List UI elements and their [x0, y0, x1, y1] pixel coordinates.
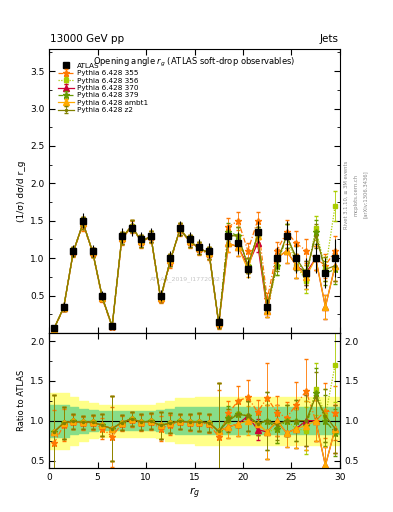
- Text: ATLAS_2019_I1772062: ATLAS_2019_I1772062: [151, 276, 221, 282]
- Text: [arXiv:1306.3436]: [arXiv:1306.3436]: [362, 170, 367, 219]
- Text: Opening angle $r_g$ (ATLAS soft-drop observables): Opening angle $r_g$ (ATLAS soft-drop obs…: [94, 56, 296, 69]
- Y-axis label: Ratio to ATLAS: Ratio to ATLAS: [17, 370, 26, 432]
- Text: 13000 GeV pp: 13000 GeV pp: [50, 33, 125, 44]
- Legend: ATLAS, Pythia 6.428 355, Pythia 6.428 356, Pythia 6.428 370, Pythia 6.428 379, P: ATLAS, Pythia 6.428 355, Pythia 6.428 35…: [56, 61, 151, 115]
- Text: mcplots.cern.ch: mcplots.cern.ch: [354, 174, 359, 216]
- Y-axis label: (1/σ) dσ/d r_g: (1/σ) dσ/d r_g: [17, 160, 26, 222]
- Text: Jets: Jets: [320, 33, 339, 44]
- Text: Rivet 3.1.10, ≥ 3M events: Rivet 3.1.10, ≥ 3M events: [344, 160, 349, 229]
- X-axis label: $r_g$: $r_g$: [189, 485, 200, 501]
